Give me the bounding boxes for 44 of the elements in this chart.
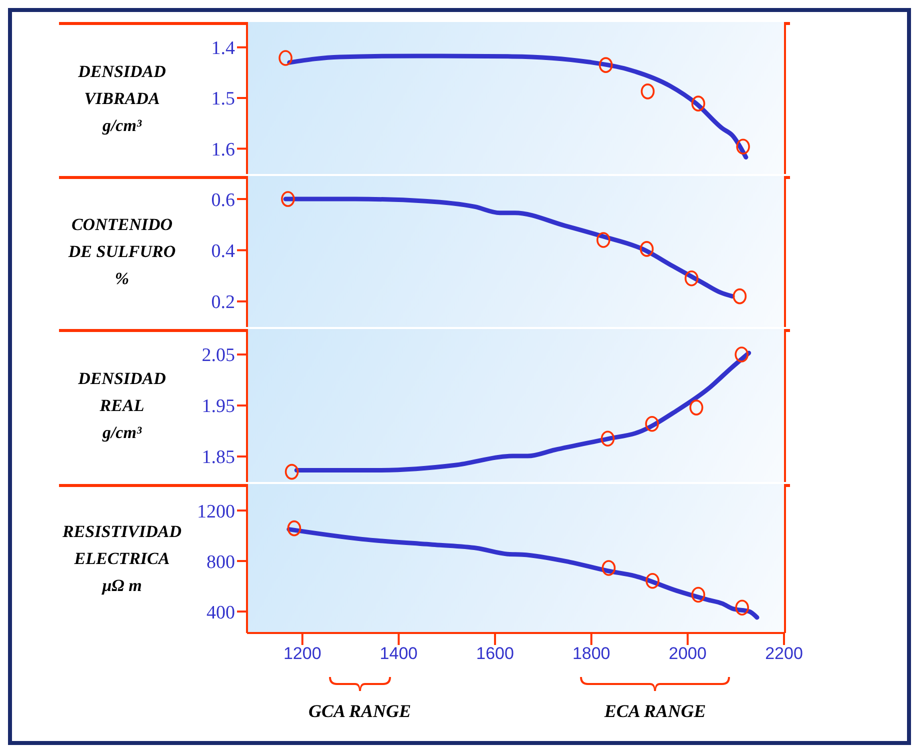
point bbox=[602, 560, 616, 576]
point bbox=[684, 270, 698, 286]
x-tick-label: 1200 bbox=[283, 644, 322, 664]
point bbox=[287, 520, 302, 536]
y-tick-label: 1.85 bbox=[202, 447, 235, 468]
point bbox=[736, 138, 750, 155]
point bbox=[734, 346, 749, 362]
point bbox=[646, 572, 660, 589]
point bbox=[278, 50, 292, 66]
point bbox=[284, 464, 299, 480]
point bbox=[281, 191, 295, 207]
y-tick-label: 1.6 bbox=[211, 139, 235, 160]
y-tick-label: 1.95 bbox=[202, 396, 235, 418]
y-axis-title: DENSIDAD VIBRADA g/cm³ bbox=[78, 60, 166, 137]
point bbox=[691, 586, 706, 603]
point bbox=[640, 84, 655, 100]
y-tick-label: 400 bbox=[206, 602, 235, 624]
point bbox=[691, 96, 706, 112]
y-tick-label: 1200 bbox=[197, 501, 235, 522]
y-tick-label: 0.2 bbox=[211, 292, 235, 314]
y-axis-title: RESISTIVIDAD ELECTRICA μΩ m bbox=[62, 521, 182, 597]
y-tick-label: 1.4 bbox=[211, 38, 236, 60]
point bbox=[640, 241, 654, 257]
y-tick-label: 0.6 bbox=[211, 190, 235, 211]
y-tick-label: 800 bbox=[206, 552, 235, 573]
y-axis-title: CONTENIDO DE SULFURO % bbox=[68, 214, 176, 290]
point bbox=[689, 400, 704, 416]
y-tick-label: 1.5 bbox=[211, 88, 235, 110]
point bbox=[600, 430, 615, 447]
point bbox=[735, 600, 749, 616]
y-axis-title: DENSIDAD REAL g/cm³ bbox=[78, 368, 166, 444]
point bbox=[732, 288, 747, 304]
x-tick-label: 1600 bbox=[476, 644, 514, 664]
point bbox=[598, 57, 613, 73]
x-tick-label: 1800 bbox=[572, 644, 610, 664]
x-tick-label: 2000 bbox=[668, 644, 707, 664]
x-tick-label: 1400 bbox=[380, 644, 418, 664]
x-tick-label: 2200 bbox=[765, 644, 803, 664]
text: GCA RANGE bbox=[307, 701, 412, 722]
text: ECA RANGE bbox=[603, 701, 707, 722]
y-tick-label: 0.4 bbox=[211, 240, 236, 262]
point bbox=[596, 232, 610, 248]
y-tick-label: 2.05 bbox=[202, 345, 235, 366]
point bbox=[645, 416, 659, 432]
